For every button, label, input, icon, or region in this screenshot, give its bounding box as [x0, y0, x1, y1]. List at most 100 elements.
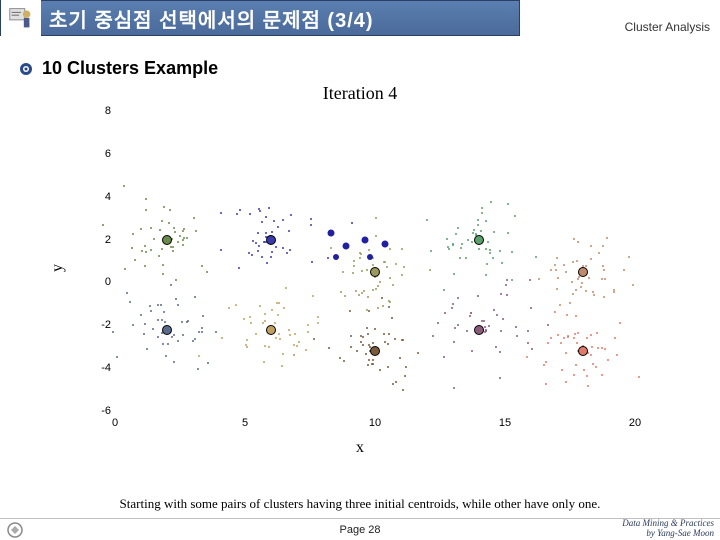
highlight-point [327, 230, 334, 237]
data-point [576, 260, 578, 262]
data-point [375, 288, 377, 290]
data-point [177, 241, 179, 243]
data-point [586, 337, 588, 339]
data-point [619, 322, 621, 324]
data-point [453, 387, 455, 389]
data-point [588, 277, 590, 279]
data-point [372, 264, 374, 266]
data-point [372, 342, 374, 344]
data-point [235, 304, 237, 306]
data-point [283, 307, 285, 309]
data-point [277, 226, 279, 228]
data-point [281, 365, 283, 367]
data-point [134, 259, 136, 261]
data-point [590, 258, 592, 260]
data-point [489, 252, 491, 254]
data-point [473, 229, 475, 231]
data-point [377, 307, 379, 309]
data-point [157, 319, 159, 321]
data-point [501, 262, 503, 264]
data-point [165, 355, 167, 357]
data-point [187, 320, 189, 322]
data-point [404, 375, 406, 377]
data-point [257, 250, 259, 252]
data-point [313, 338, 315, 340]
data-point [286, 252, 288, 254]
data-point [392, 383, 394, 385]
data-point [173, 334, 175, 336]
data-point [201, 265, 203, 267]
data-point [350, 335, 352, 337]
data-point [514, 215, 516, 217]
data-point [257, 232, 259, 234]
data-point [471, 241, 473, 243]
data-point [399, 357, 401, 359]
data-point [367, 364, 369, 366]
data-point [554, 311, 556, 313]
data-point [293, 354, 295, 356]
data-point [282, 247, 284, 249]
x-axis-label: x [60, 439, 660, 457]
data-point [198, 331, 200, 333]
data-point [443, 289, 445, 291]
data-point [417, 352, 419, 354]
data-point [170, 284, 172, 286]
data-point [499, 250, 501, 252]
data-point [131, 247, 133, 249]
data-point [150, 310, 152, 312]
data-point [377, 285, 379, 287]
data-point [307, 324, 309, 326]
data-point [175, 279, 177, 281]
data-point [499, 377, 501, 379]
data-point [575, 364, 577, 366]
data-point [312, 295, 314, 297]
data-point [340, 291, 342, 293]
data-point [157, 304, 159, 306]
data-point [363, 290, 365, 292]
data-point [384, 261, 386, 263]
data-point [367, 296, 369, 298]
data-point [274, 322, 276, 324]
slide-footer: Page 28 Data Mining & Practices by Yang-… [0, 518, 720, 540]
data-point [477, 295, 479, 297]
data-point [561, 369, 563, 371]
data-point [265, 232, 267, 234]
data-point [429, 269, 431, 271]
data-point [239, 209, 241, 211]
data-point [243, 318, 245, 320]
data-point [401, 274, 403, 276]
data-point [361, 270, 363, 272]
data-point [146, 348, 148, 350]
data-point [366, 269, 368, 271]
data-point [585, 290, 587, 292]
data-point [288, 329, 290, 331]
data-point [485, 248, 487, 250]
data-point [290, 214, 292, 216]
data-point [478, 248, 480, 250]
data-point [587, 385, 589, 387]
data-point [374, 328, 376, 330]
data-point [310, 218, 312, 220]
data-point [368, 249, 370, 251]
data-point [586, 375, 588, 377]
data-point [489, 249, 491, 251]
data-point [307, 331, 309, 333]
data-point [459, 257, 461, 259]
data-point [169, 209, 171, 211]
data-point [360, 253, 362, 255]
data-point [153, 238, 155, 240]
data-point [162, 343, 164, 345]
data-point [395, 381, 397, 383]
data-point [140, 228, 142, 230]
data-point [311, 261, 313, 263]
data-point [372, 359, 374, 361]
data-point [470, 312, 472, 314]
data-point [132, 233, 134, 235]
data-point [529, 279, 531, 281]
data-point [186, 237, 188, 239]
data-point [368, 359, 370, 361]
data-point [426, 219, 428, 221]
data-point [259, 210, 261, 212]
data-point [255, 333, 257, 335]
data-point [375, 235, 377, 237]
